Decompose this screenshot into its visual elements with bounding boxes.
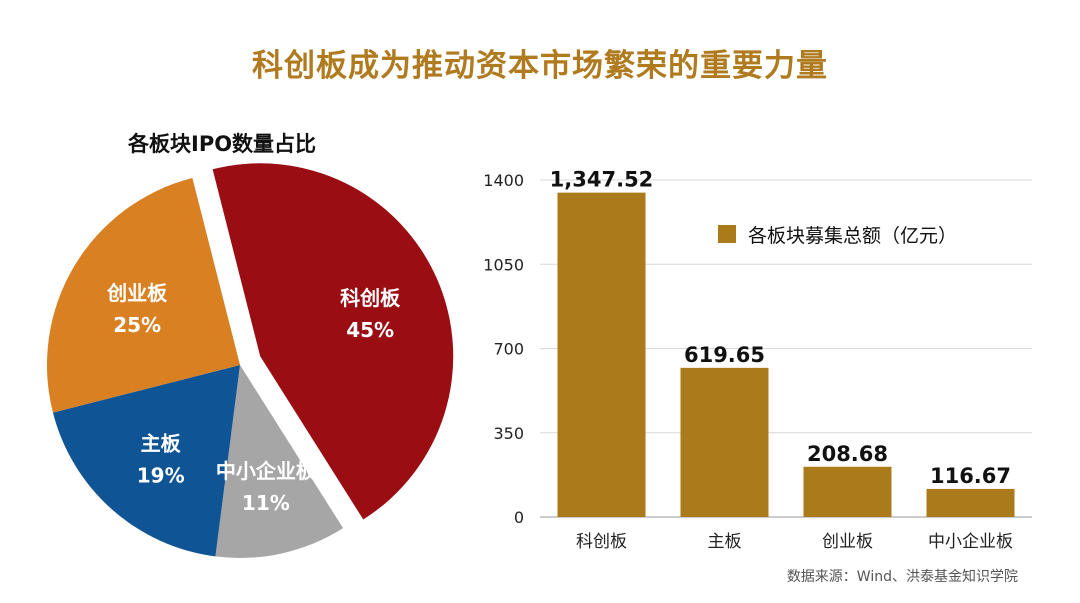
bar — [803, 466, 892, 517]
pie-slice-percent: 45% — [346, 318, 394, 342]
pie-slice — [212, 163, 454, 520]
x-tick-label: 科创板 — [576, 532, 627, 552]
source-note: 数据来源：Wind、洪泰基金知识学院 — [786, 569, 1018, 585]
pie-chart: 科创板 45% 中小企业板 11% 主板 19% 创业板 25% — [46, 163, 454, 558]
bar — [557, 192, 646, 517]
y-tick-label: 1400 — [483, 171, 524, 190]
pie-slice-label: 主板 — [141, 432, 182, 456]
pie-slice — [215, 365, 344, 558]
page-title: 科创板成为推动资本市场繁荣的重要力量 — [252, 48, 828, 84]
x-tick-label: 中小企业板 — [928, 532, 1013, 552]
y-tick-label: 700 — [493, 340, 524, 359]
y-tick-label: 1050 — [483, 255, 524, 274]
pie-slice-label: 中小企业板 — [216, 459, 317, 483]
pie-slice-label: 创业板 — [106, 281, 168, 305]
pie-slice-percent: 25% — [113, 313, 161, 337]
pie-slice — [46, 177, 240, 413]
x-tick-label: 创业板 — [822, 532, 873, 552]
legend-swatch — [718, 225, 736, 243]
pie-slice-percent: 11% — [242, 491, 290, 515]
legend-label: 各板块募集总额（亿元） — [748, 225, 957, 247]
y-tick-label: 350 — [493, 424, 524, 443]
bar-value-label: 619.65 — [684, 343, 765, 367]
pie-slice — [52, 365, 240, 557]
pie-slice-label: 科创板 — [340, 286, 401, 310]
y-tick-label: 0 — [514, 508, 524, 527]
bar — [680, 367, 769, 517]
pie-chart-title: 各板块IPO数量占比 — [128, 132, 317, 156]
x-tick-label: 主板 — [708, 532, 742, 552]
bar-value-label: 1,347.52 — [550, 168, 654, 192]
bar-value-label: 208.68 — [807, 442, 888, 466]
pie-slice-percent: 19% — [137, 464, 185, 488]
bar-chart: 0 350 700 1050 1400 1,347.52 科创板 619.65 主板 208.68… — [483, 168, 1032, 552]
bar — [926, 488, 1015, 517]
bar-value-label: 116.67 — [930, 464, 1011, 488]
